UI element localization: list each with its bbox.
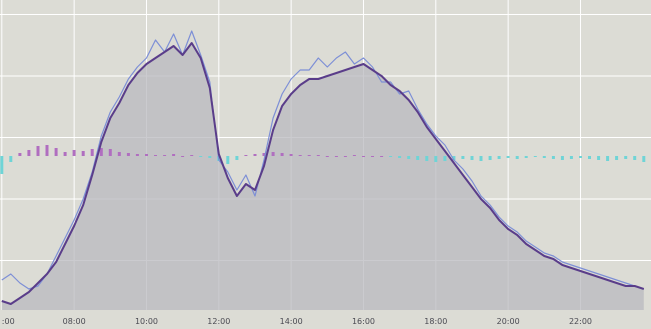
bar	[488, 156, 492, 160]
bar	[226, 156, 230, 164]
bar	[624, 156, 628, 159]
bar	[0, 156, 4, 174]
bar	[235, 156, 239, 160]
x-tick-label: 16:00	[352, 317, 375, 326]
bar	[244, 155, 248, 156]
bar	[642, 156, 646, 162]
bar	[533, 156, 537, 157]
bar	[253, 154, 257, 156]
x-tick-label: 10:00	[135, 317, 158, 326]
bar	[72, 150, 76, 156]
bar	[579, 156, 582, 158]
x-tick-label: 20:00	[497, 317, 520, 326]
bar	[108, 149, 112, 156]
bar	[380, 156, 384, 157]
bar	[325, 156, 329, 157]
bar	[289, 154, 293, 156]
series-line	[1, 42, 645, 305]
x-tick-label: 18:00	[424, 317, 447, 326]
bar	[145, 154, 148, 156]
bar	[99, 148, 103, 156]
bar	[334, 156, 338, 157]
bar	[606, 156, 610, 161]
bar	[36, 146, 40, 156]
bar	[524, 156, 528, 158]
series-layer	[1, 30, 645, 305]
bar	[9, 156, 13, 162]
bar	[63, 152, 67, 156]
bar	[190, 155, 194, 156]
bar	[126, 153, 130, 156]
bar	[262, 153, 266, 156]
bar	[316, 155, 320, 156]
bar	[389, 156, 393, 157]
x-tick-label: 22:00	[569, 317, 592, 326]
bar	[515, 156, 519, 159]
bar	[298, 155, 302, 156]
bar	[343, 156, 347, 157]
bar	[271, 152, 275, 156]
bar	[117, 152, 121, 156]
bar	[425, 156, 429, 161]
x-tick-label: 12:00	[207, 317, 230, 326]
area-layer	[1, 43, 644, 310]
bar	[371, 156, 374, 157]
bar	[54, 148, 58, 156]
bar	[352, 155, 356, 156]
bar	[18, 153, 22, 156]
x-tick-label: :00	[2, 317, 15, 326]
bar	[452, 156, 456, 160]
bar-layer	[0, 145, 646, 174]
bar	[45, 145, 49, 156]
bar	[398, 156, 402, 158]
bar	[615, 156, 619, 160]
bar	[181, 156, 185, 157]
bar	[470, 156, 474, 160]
bar	[27, 150, 31, 156]
series-area	[1, 43, 644, 310]
bar	[154, 155, 157, 156]
bar	[588, 156, 591, 159]
x-axis-ticks: :00 08:00 10:00 12:00 14:00 16:00 18:00 20:00 22…	[2, 317, 592, 326]
bar	[597, 156, 601, 160]
bar	[172, 154, 176, 156]
bar	[208, 156, 212, 158]
bar	[199, 156, 203, 157]
bar	[461, 156, 465, 159]
bar	[362, 156, 365, 157]
bar	[416, 156, 420, 160]
x-tick-label: 14:00	[280, 317, 303, 326]
bar	[434, 156, 438, 162]
bar	[81, 151, 85, 156]
bar	[90, 149, 94, 156]
x-tick-label: 08:00	[63, 317, 86, 326]
bar	[497, 156, 501, 159]
bar	[633, 156, 637, 160]
bar	[163, 155, 167, 156]
bar	[506, 156, 510, 158]
bar	[135, 154, 139, 156]
bar	[280, 153, 284, 156]
bar	[479, 156, 483, 161]
bar	[307, 155, 311, 156]
bar	[569, 156, 573, 159]
series-line	[1, 30, 644, 290]
bar	[542, 156, 546, 158]
bar	[443, 156, 447, 161]
bar	[407, 156, 411, 159]
bar	[551, 156, 555, 159]
bar	[560, 156, 564, 160]
